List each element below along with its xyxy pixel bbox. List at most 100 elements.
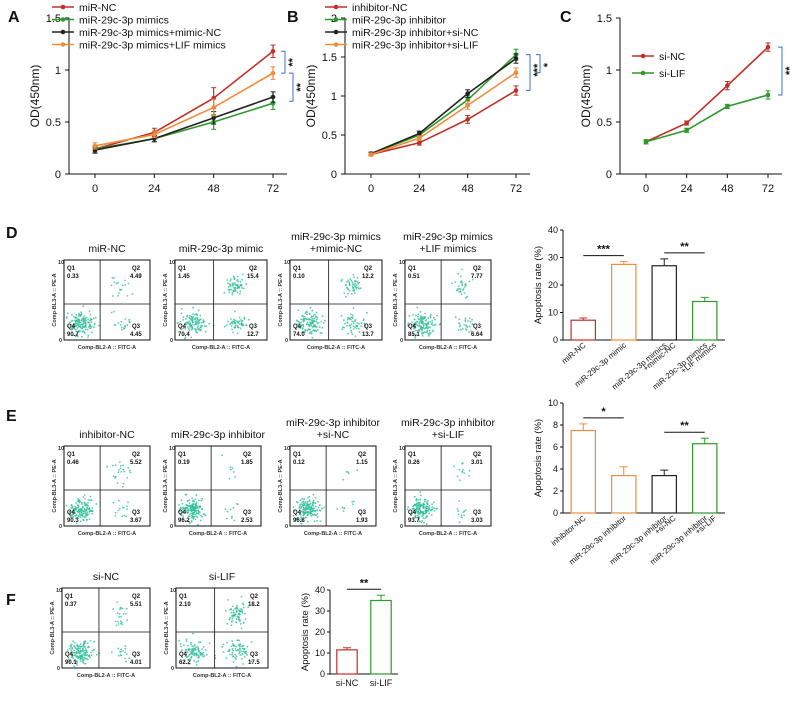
flow-e-1-cell bbox=[233, 519, 236, 522]
flow-d-1-cell bbox=[228, 288, 231, 291]
flow-d-0-cell bbox=[91, 331, 93, 334]
flow-e-0-tick: 10 bbox=[58, 446, 64, 452]
flow-d-3-cell bbox=[431, 322, 434, 324]
flow-f-0-cell bbox=[117, 654, 120, 657]
flow-e-2-cell bbox=[295, 501, 298, 503]
flow-d-3-q4-value: 85.1 bbox=[408, 332, 420, 338]
flow-f-0-cell bbox=[117, 647, 119, 650]
flow-e-2-q2-label: Q2 bbox=[358, 452, 367, 458]
flow-f-0-cell bbox=[66, 649, 69, 651]
flow-d-2-cell bbox=[358, 323, 360, 325]
flow-d-1-cell bbox=[239, 319, 242, 321]
flow-f-1-q4-value: 62.2 bbox=[179, 660, 191, 666]
flow-e-0-cell bbox=[70, 514, 72, 517]
flow-e-0-cell bbox=[114, 511, 117, 514]
flow-d-2-cell bbox=[362, 319, 365, 322]
flow-d-3-cell bbox=[465, 324, 468, 327]
flow-d-2-cell bbox=[348, 284, 351, 287]
flow-d-1-cell bbox=[187, 327, 190, 330]
flow-f-1-cell bbox=[235, 655, 238, 658]
flow-d-1-cell bbox=[194, 323, 197, 325]
flow-e-0-cell bbox=[80, 511, 83, 514]
flow-d-0-cell bbox=[75, 328, 77, 331]
flow-d-0-cell bbox=[110, 284, 113, 287]
flow-f-0-cell bbox=[120, 654, 123, 657]
flow-d-0-q1-label: Q1 bbox=[67, 266, 76, 272]
chart-e-bar-sig-label: * bbox=[601, 406, 606, 418]
flow-e-1-cell bbox=[190, 514, 193, 517]
flow-e-3-cell bbox=[421, 512, 424, 514]
flow-e-3-cell bbox=[417, 504, 420, 506]
flow-f-0-cell bbox=[81, 654, 84, 657]
flow-d-1-cell bbox=[233, 320, 236, 322]
chart-b-xtick-label: 0 bbox=[368, 183, 374, 195]
flow-f-0-cell bbox=[85, 648, 87, 651]
flow-d-3-cell bbox=[421, 332, 424, 335]
flow-d-1-cell bbox=[231, 293, 234, 296]
flow-e-0-cell bbox=[86, 506, 89, 509]
flow-d-2-cell bbox=[346, 324, 348, 327]
flow-e-0-cell bbox=[117, 471, 120, 474]
flow-e-0-cell bbox=[127, 501, 129, 504]
flow-d-3-cell bbox=[459, 324, 462, 327]
flow-e-0-q3-label: Q3 bbox=[132, 510, 141, 516]
flow-f-1-cell bbox=[192, 647, 195, 650]
flow-e-0-cell bbox=[83, 503, 86, 506]
flow-e-1-q4-value: 96.2 bbox=[178, 518, 190, 524]
flow-d-3-cell bbox=[413, 326, 416, 328]
flow-d-2-q3-label: Q3 bbox=[364, 324, 373, 330]
flow-e-3-cell bbox=[463, 472, 466, 475]
flow-d-2-cell bbox=[306, 323, 308, 326]
flow-f-1-cell bbox=[193, 659, 195, 662]
flow-d-3-cell bbox=[457, 329, 460, 331]
flow-d-0-cell bbox=[70, 323, 72, 326]
flow-e-2-cell bbox=[310, 514, 313, 517]
flow-f-0-cell bbox=[117, 620, 119, 623]
flow-e-3-cell bbox=[413, 507, 415, 510]
flow-d-2-cell bbox=[352, 325, 355, 328]
flow-d-2-cell bbox=[303, 319, 305, 322]
flow-f-1-cell bbox=[189, 641, 192, 644]
flow-d-1-cell bbox=[229, 323, 232, 325]
flow-f-0-cell bbox=[86, 654, 89, 656]
flow-e-2-title: miR-29c-3p inhibitor bbox=[286, 417, 380, 429]
flow-f-0-cell bbox=[126, 619, 128, 621]
flow-f-1-x-axis-label: Comp-BL2-A :: FITC-A bbox=[193, 673, 251, 679]
flow-d-1-cell bbox=[182, 316, 185, 319]
flow-d-2-q1-value: 0.10 bbox=[293, 274, 305, 280]
flow-e-0-cell bbox=[88, 508, 91, 511]
flow-d-2-cell bbox=[351, 320, 354, 323]
flow-d-2-cell bbox=[349, 278, 352, 281]
flow-d-3-cell bbox=[434, 318, 436, 321]
flow-e-1-cell bbox=[180, 499, 183, 502]
flow-d-1-cell bbox=[240, 321, 243, 323]
flow-f-1-cell bbox=[230, 645, 233, 648]
flow-e-2-cell bbox=[301, 501, 304, 503]
flow-e-3-cell bbox=[414, 512, 416, 515]
flow-d-2-cell bbox=[306, 321, 309, 324]
flow-e-2-cell bbox=[342, 510, 345, 513]
flow-d-3-cell bbox=[426, 331, 428, 333]
flow-f-0-cell bbox=[87, 655, 90, 657]
flow-e-2-cell bbox=[297, 517, 299, 519]
flow-d-1-cell bbox=[196, 332, 199, 334]
flow-e-3-cell bbox=[426, 509, 428, 512]
flow-d-2-cell bbox=[298, 321, 301, 324]
flow-e-2-cell bbox=[314, 505, 317, 508]
flow-e-0-cell bbox=[79, 516, 82, 518]
flow-d-0-cell bbox=[84, 332, 86, 334]
chart-a-legend-label: miR-29c-3p mimics+LIF mimics bbox=[79, 40, 226, 52]
chart-b-sig-bracket bbox=[526, 54, 531, 92]
flow-d-3-cell bbox=[427, 335, 430, 337]
flow-e-3-cell bbox=[422, 502, 425, 505]
chart-a-legend-marker bbox=[60, 4, 66, 10]
flow-d-2-cell bbox=[306, 313, 308, 316]
flow-d-0-cell bbox=[79, 330, 82, 332]
flow-f-1-title: si-LIF bbox=[209, 571, 235, 583]
chart-b-xtick-label: 48 bbox=[462, 183, 474, 195]
flow-d-1-cell bbox=[239, 327, 242, 330]
flow-e-0-cell bbox=[71, 505, 74, 508]
flow-d-1-cell bbox=[234, 326, 237, 328]
chart-a-xtick-label: 72 bbox=[267, 183, 279, 195]
flow-e-0-cell bbox=[118, 507, 121, 510]
